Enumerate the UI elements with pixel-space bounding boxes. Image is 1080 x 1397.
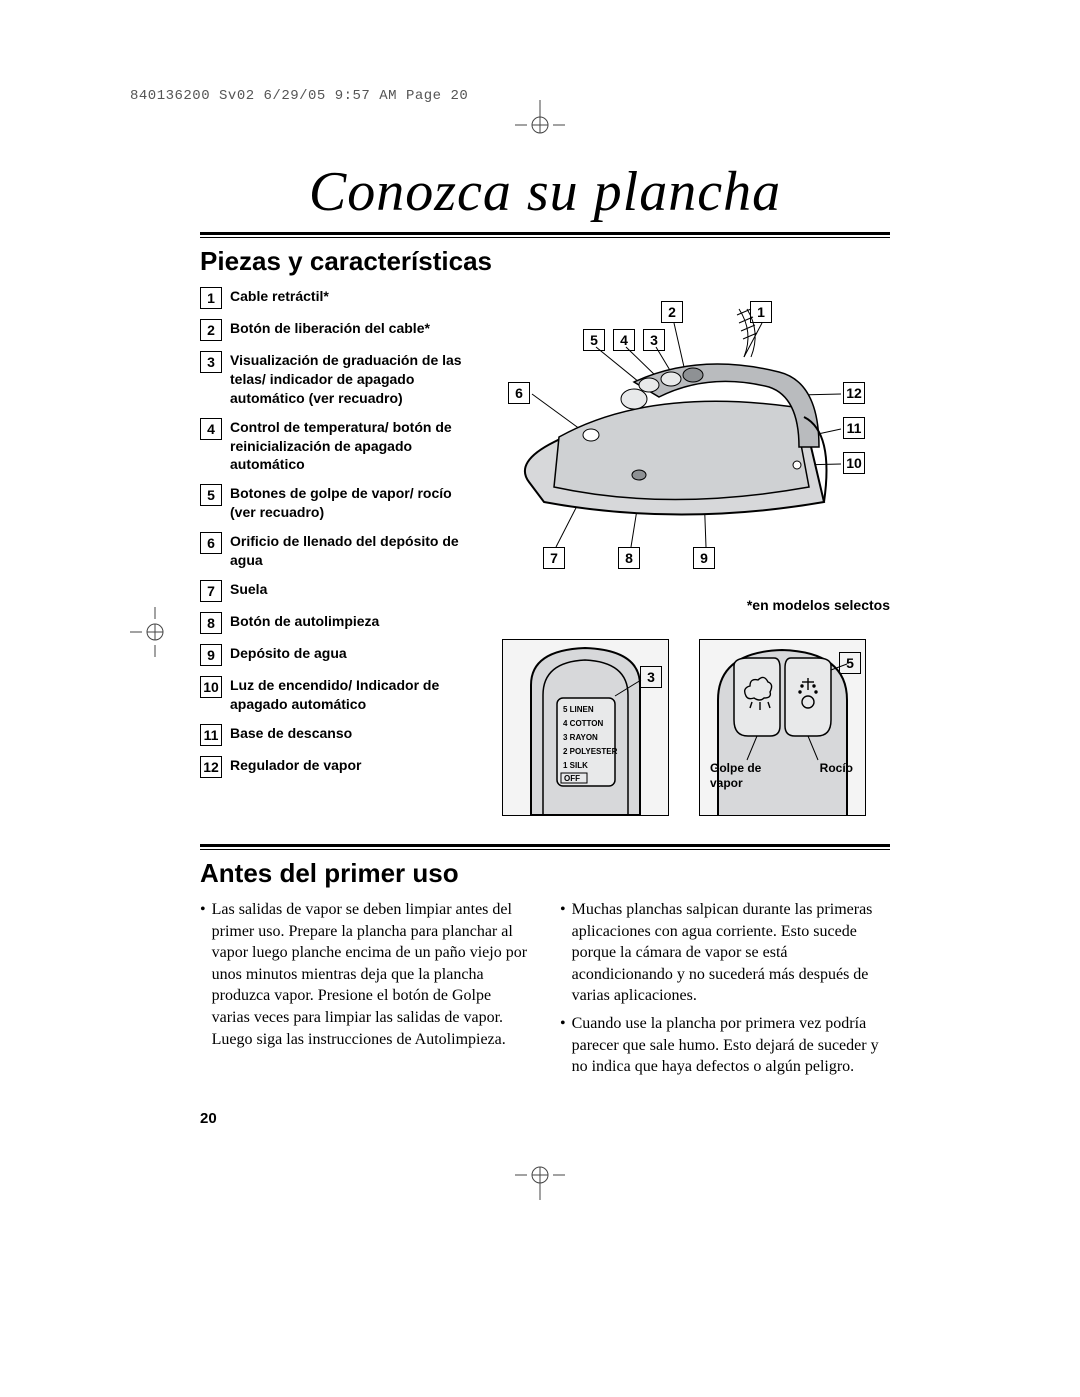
- callout-8: 8: [618, 547, 640, 569]
- svg-text:3 RAYON: 3 RAYON: [563, 733, 598, 742]
- part-row: 9 Depósito de agua: [200, 644, 480, 666]
- part-num-box: 3: [200, 351, 222, 373]
- part-label: Depósito de agua: [230, 644, 347, 663]
- part-label: Regulador de vapor: [230, 756, 361, 775]
- rocio-label: Rocío: [820, 761, 853, 775]
- inset-temperature: 5 LINEN 4 COTTON 3 RAYON 2 POLYESTER 1 S…: [502, 639, 669, 816]
- callout-5: 5: [583, 329, 605, 351]
- part-row: 3 Visualización de graduación de las tel…: [200, 351, 480, 408]
- part-num-box: 1: [200, 287, 222, 309]
- part-label: Luz de encendido/ Indicador de apagado a…: [230, 676, 480, 714]
- bullet-icon: •: [560, 1013, 566, 1078]
- part-row: 11 Base de descanso: [200, 724, 480, 746]
- svg-text:OFF: OFF: [564, 774, 580, 783]
- page-number: 20: [200, 1110, 890, 1127]
- svg-text:2 POLYESTER: 2 POLYESTER: [563, 747, 618, 756]
- rule-light-2: [200, 849, 890, 850]
- usage-text: Muchas planchas salpican durante las pri…: [572, 899, 890, 1007]
- svg-text:5 LINEN: 5 LINEN: [563, 705, 594, 714]
- part-row: 10 Luz de encendido/ Indicador de apagad…: [200, 676, 480, 714]
- bullet-icon: •: [560, 899, 566, 1007]
- inset-callout-5: 5: [839, 652, 861, 674]
- part-row: 12 Regulador de vapor: [200, 756, 480, 778]
- callout-10: 10: [843, 452, 865, 474]
- part-num-box: 11: [200, 724, 222, 746]
- part-label: Base de descanso: [230, 724, 352, 743]
- golpe-label-1: Golpe de: [710, 761, 761, 775]
- part-num-box: 8: [200, 612, 222, 634]
- part-num-box: 2: [200, 319, 222, 341]
- svg-text:1 SILK: 1 SILK: [563, 761, 588, 770]
- callout-12: 12: [843, 382, 865, 404]
- usage-text: Las salidas de vapor se deben limpiar an…: [212, 899, 530, 1050]
- part-row: 1 Cable retráctil*: [200, 287, 480, 309]
- part-num-box: 10: [200, 676, 222, 698]
- part-row: 7 Suela: [200, 580, 480, 602]
- callout-9: 9: [693, 547, 715, 569]
- iron-diagram: [498, 287, 890, 587]
- callout-7: 7: [543, 547, 565, 569]
- part-num-box: 4: [200, 418, 222, 440]
- callout-2: 2: [661, 301, 683, 323]
- part-row: 8 Botón de autolimpieza: [200, 612, 480, 634]
- callout-11: 11: [843, 417, 865, 439]
- part-label: Botón de liberación del cable*: [230, 319, 430, 338]
- part-label: Visualización de graduación de las telas…: [230, 351, 480, 408]
- part-num-box: 6: [200, 532, 222, 554]
- crop-mark-bottom: [515, 1150, 565, 1200]
- callout-1: 1: [750, 301, 772, 323]
- rule-heavy: [200, 232, 890, 235]
- rule-light: [200, 237, 890, 238]
- part-num-box: 5: [200, 484, 222, 506]
- usage-col-left: • Las salidas de vapor se deben limpiar …: [200, 899, 530, 1084]
- part-label: Orificio de llenado del depósito de agua: [230, 532, 480, 570]
- callout-3: 3: [643, 329, 665, 351]
- bullet-icon: •: [200, 899, 206, 1050]
- part-label: Botón de autolimpieza: [230, 612, 379, 631]
- selected-models-note: *en modelos selectos: [747, 597, 890, 613]
- usage-text: Cuando use la plancha por primera vez po…: [572, 1013, 890, 1078]
- svg-text:4 COTTON: 4 COTTON: [563, 719, 604, 728]
- rule-heavy-2: [200, 844, 890, 847]
- part-label: Suela: [230, 580, 267, 599]
- print-header: 840136200 Sv02 6/29/05 9:57 AM Page 20: [130, 88, 468, 104]
- part-label: Control de temperatura/ botón de reinici…: [230, 418, 480, 475]
- part-num-box: 9: [200, 644, 222, 666]
- section-usage-title: Antes del primer uso: [200, 858, 890, 889]
- section-parts-title: Piezas y características: [200, 246, 890, 277]
- part-label: Botones de golpe de vapor/ rocío (ver re…: [230, 484, 480, 522]
- golpe-label-2: vapor: [710, 776, 743, 790]
- parts-list: 1 Cable retráctil* 2 Botón de liberación…: [200, 287, 480, 816]
- page-title: Conozca su plancha: [200, 160, 890, 224]
- crop-mark-left: [130, 607, 180, 657]
- part-row: 6 Orificio de llenado del depósito de ag…: [200, 532, 480, 570]
- callout-4: 4: [613, 329, 635, 351]
- inset-buttons: 5 Golpe de vapor Rocío: [699, 639, 866, 816]
- callout-6: 6: [508, 382, 530, 404]
- crop-mark-top: [515, 100, 565, 150]
- inset-callout-3: 3: [640, 666, 662, 688]
- part-row: 4 Control de temperatura/ botón de reini…: [200, 418, 480, 475]
- part-label: Cable retráctil*: [230, 287, 329, 306]
- part-num-box: 12: [200, 756, 222, 778]
- part-row: 5 Botones de golpe de vapor/ rocío (ver …: [200, 484, 480, 522]
- part-row: 2 Botón de liberación del cable*: [200, 319, 480, 341]
- diagram-area: 2 1 5 4 3 6 12 11 10 7 8 9 *en modelos s…: [498, 287, 890, 816]
- usage-col-right: • Muchas planchas salpican durante las p…: [560, 899, 890, 1084]
- part-num-box: 7: [200, 580, 222, 602]
